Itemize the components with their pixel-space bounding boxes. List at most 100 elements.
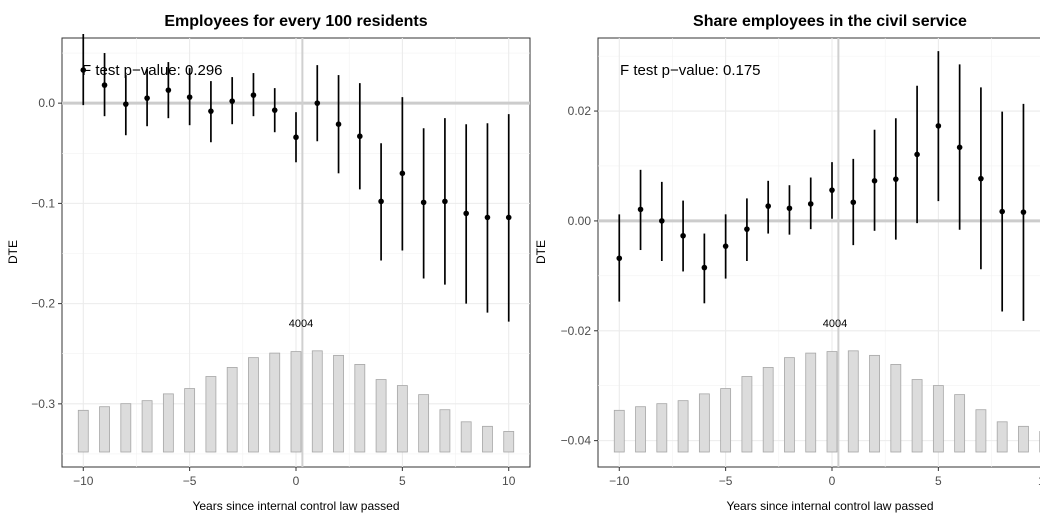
distribution-bar xyxy=(270,353,280,452)
point-estimate xyxy=(914,152,920,158)
f-test-annotation: F test p−value: 0.175 xyxy=(620,62,761,79)
y-axis-label: DTE xyxy=(6,240,20,264)
point-estimate xyxy=(744,226,750,232)
distribution-bar xyxy=(955,395,965,452)
panel-share-civil-service: Share employees in the civil service 0.0… xyxy=(534,13,1040,513)
point-estimate xyxy=(978,176,984,182)
point-estimate xyxy=(850,199,856,205)
point-estimate xyxy=(957,145,963,151)
y-axis-label: DTE xyxy=(534,240,548,264)
point-estimate xyxy=(314,100,320,106)
point-estimate xyxy=(680,233,686,239)
distribution-bar xyxy=(784,358,794,452)
y-axis-ticks: 0.020.00−0.02−0.04 xyxy=(561,104,598,448)
distribution-bar xyxy=(976,410,986,452)
distribution-bar xyxy=(376,380,386,452)
y-tick-label: −0.02 xyxy=(561,324,592,338)
point-estimate xyxy=(893,176,899,182)
distribution-bar xyxy=(912,380,922,452)
distribution-bar xyxy=(721,389,731,452)
x-tick-label: 5 xyxy=(399,474,406,488)
point-estimate xyxy=(357,133,363,139)
distribution-bar xyxy=(763,367,773,452)
point-estimate xyxy=(808,201,814,207)
distribution-bar xyxy=(461,422,471,452)
distribution-bar xyxy=(334,355,344,452)
point-estimate xyxy=(144,95,150,101)
point-estimate xyxy=(251,92,257,98)
point-estimate xyxy=(166,87,172,93)
point-estimate xyxy=(485,215,491,221)
x-tick-label: 10 xyxy=(502,474,516,488)
distribution-bar xyxy=(121,404,131,452)
point-estimate xyxy=(702,265,708,271)
point-estimate xyxy=(442,199,448,205)
distribution-bar xyxy=(291,352,301,452)
y-tick-label: 0.0 xyxy=(38,96,55,110)
distribution-bar xyxy=(933,386,943,452)
distribution-bar xyxy=(891,364,901,452)
distribution-bar xyxy=(482,426,492,452)
distribution-bar xyxy=(1018,426,1028,452)
distribution-bar xyxy=(504,431,514,452)
distribution-bar xyxy=(206,377,216,453)
point-estimate xyxy=(102,82,108,88)
distribution-bar xyxy=(742,377,752,453)
distribution-bar xyxy=(806,353,816,452)
y-tick-label: −0.2 xyxy=(31,297,55,311)
panel-employees-per-100: Employees for every 100 residents 0.0−0.… xyxy=(6,13,530,513)
distribution-bar xyxy=(419,395,429,452)
distribution-bar xyxy=(657,404,667,452)
y-axis-ticks: 0.0−0.1−0.2−0.3 xyxy=(31,96,62,411)
point-estimate xyxy=(272,107,278,113)
distribution-bar xyxy=(848,351,858,452)
point-estimate xyxy=(506,215,512,221)
point-estimate xyxy=(123,101,129,107)
x-tick-label: −5 xyxy=(183,474,197,488)
distribution-bar xyxy=(100,407,110,452)
distribution-bar xyxy=(997,422,1007,452)
point-estimate xyxy=(872,178,878,184)
point-estimate xyxy=(787,205,793,211)
plot-panel xyxy=(598,38,1040,467)
distribution-bar xyxy=(78,410,88,452)
x-tick-label: −10 xyxy=(609,474,630,488)
distribution-bar xyxy=(870,355,880,452)
x-tick-label: −5 xyxy=(719,474,733,488)
distribution-bar xyxy=(248,358,258,452)
distribution-bar xyxy=(614,410,624,452)
y-tick-label: −0.04 xyxy=(561,434,592,448)
distribution-bar xyxy=(827,352,837,452)
point-estimate xyxy=(638,207,644,213)
point-estimate xyxy=(336,121,342,127)
distribution-bar xyxy=(699,394,709,452)
x-tick-label: 5 xyxy=(935,474,942,488)
distribution-bar xyxy=(440,410,450,452)
point-estimate xyxy=(293,134,299,140)
point-estimate xyxy=(400,171,406,177)
point-estimate xyxy=(208,108,214,114)
x-tick-label: −10 xyxy=(73,474,94,488)
chart-title: Share employees in the civil service xyxy=(693,13,967,30)
y-tick-label: −0.3 xyxy=(31,397,55,411)
x-tick-label: 0 xyxy=(829,474,836,488)
point-estimate xyxy=(229,98,235,104)
x-axis-ticks: −10 −5 0 5 10 xyxy=(73,467,516,488)
distribution-bar xyxy=(227,367,237,452)
point-estimate xyxy=(723,243,729,249)
point-estimate xyxy=(187,94,193,100)
point-estimate xyxy=(1021,209,1027,215)
x-tick-label: 0 xyxy=(293,474,300,488)
point-estimate xyxy=(378,199,384,205)
observation-count-label: 4004 xyxy=(823,318,847,330)
y-tick-label: 0.02 xyxy=(568,104,592,118)
point-estimate xyxy=(616,255,622,261)
point-estimate xyxy=(765,203,771,209)
point-estimate xyxy=(659,218,665,224)
distribution-bar xyxy=(142,401,152,452)
distribution-bar xyxy=(163,394,173,452)
observation-count-label: 4004 xyxy=(289,318,313,330)
